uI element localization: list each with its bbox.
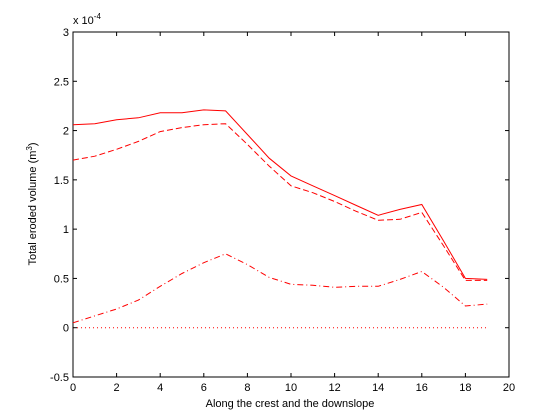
series-line-solid [72, 109, 488, 280]
x-tick-label: 0 [70, 382, 76, 394]
x-tick-label: 20 [503, 382, 515, 394]
y-multiplier-base: x 10 [73, 15, 94, 27]
x-tick-label: 14 [372, 382, 384, 394]
x-tick-label: 4 [157, 382, 163, 394]
y-axis-label-superscript: 3 [25, 146, 34, 151]
y-axis-label-suffix: ) [27, 142, 39, 146]
x-tick-label: 16 [416, 382, 428, 394]
x-tick-label: 8 [244, 382, 250, 394]
y-axis-multiplier: x 10-4 [73, 12, 101, 27]
x-tick-label: 18 [459, 382, 471, 394]
x-tick-label: 10 [285, 382, 297, 394]
y-multiplier-exponent: -4 [94, 12, 102, 21]
x-tick-label: 12 [328, 382, 340, 394]
x-tick-label: 6 [201, 382, 207, 394]
y-axis-label: Total eroded volume (m3) [25, 142, 39, 265]
plot-area-frame [72, 31, 510, 378]
y-tick-label: 1.5 [54, 175, 69, 187]
y-tick-label: 2 [63, 126, 69, 138]
series-lines [72, 109, 488, 329]
axis-ticks: 0 2 4 6 8 10 12 14 16 18 20-0.500.511.522.53 [50, 27, 515, 394]
y-axis-label-text: Total eroded volume (m [27, 151, 39, 266]
series-line-dashed [72, 123, 488, 281]
y-tick-label: 3 [63, 27, 69, 39]
y-tick-label: 0 [63, 323, 69, 335]
y-tick-label: 1 [63, 224, 69, 236]
x-tick-label: 2 [114, 382, 120, 394]
y-tick-label: -0.5 [50, 372, 69, 384]
x-axis-label: Along the crest and the downslope [206, 398, 375, 410]
y-tick-label: 0.5 [54, 273, 69, 285]
y-tick-label: 2.5 [54, 76, 69, 88]
